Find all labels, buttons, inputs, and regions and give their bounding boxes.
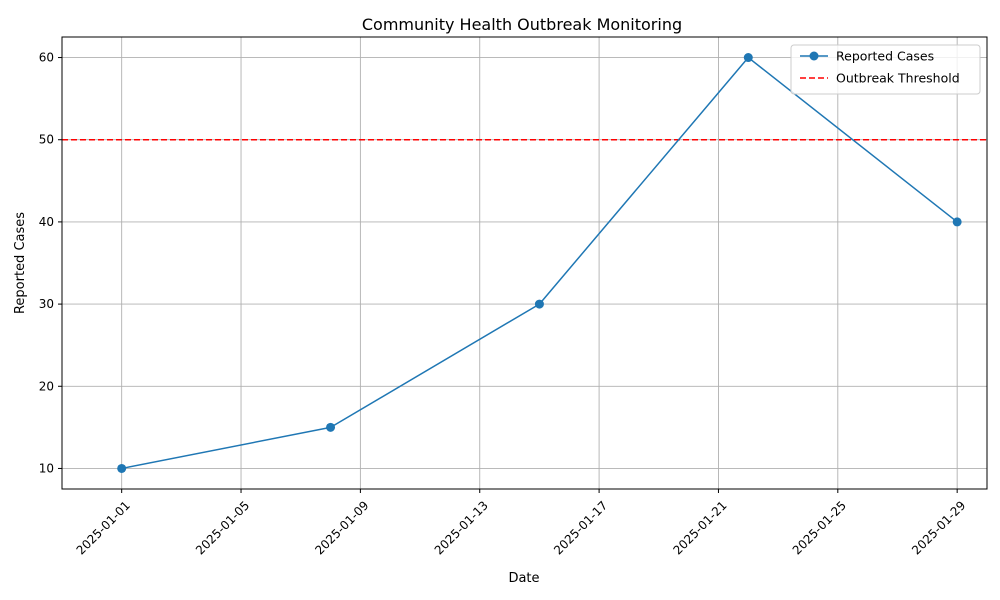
y-axis-label: Reported Cases [13,212,28,314]
data-point [743,53,753,63]
data-point [326,422,336,432]
legend-box [790,44,981,95]
x-axis-label: Date [508,571,539,586]
y-tick-label: 40 [39,215,54,229]
y-tick-label: 20 [39,379,54,393]
y-tick-label: 60 [39,51,54,65]
data-point [117,463,127,473]
legend-label-outbreak-threshold: Outbreak Threshold [836,71,960,86]
data-point [534,299,544,309]
data-point [952,217,962,227]
y-tick-label: 10 [39,461,54,475]
series-layer [117,53,962,473]
legend-label-reported-cases: Reported Cases [836,49,934,64]
grid-layer [62,37,987,489]
plot-frame [61,36,988,490]
y-axis: 10 20 30 40 50 60 [39,51,62,475]
legend-marker-reported-cases [809,51,819,61]
y-tick-label: 50 [39,133,54,147]
chart-title: Community Health Outbreak Monitoring [362,15,682,34]
y-tick-label: 30 [39,297,54,311]
legend: Reported Cases Outbreak Threshold [790,44,981,95]
